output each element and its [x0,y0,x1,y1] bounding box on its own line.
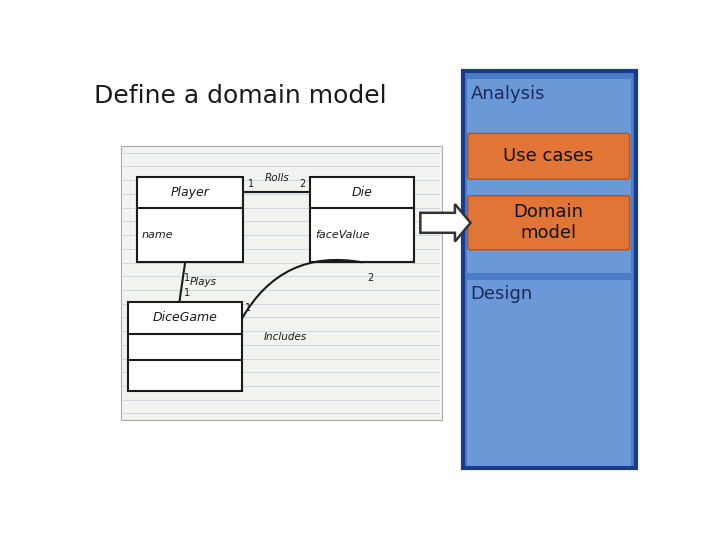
Text: Die: Die [351,186,372,199]
Text: Includes: Includes [264,332,307,342]
Text: 1: 1 [245,303,251,313]
Text: 2: 2 [300,179,306,189]
Bar [138,177,243,262]
Text: 2: 2 [368,273,374,283]
Text: 1: 1 [184,288,190,299]
FancyBboxPatch shape [468,133,629,179]
Text: DiceGame: DiceGame [153,312,217,325]
Text: name: name [142,230,174,240]
Text: Use cases: Use cases [503,147,594,165]
Text: Domain
model: Domain model [513,204,584,242]
Text: Design: Design [471,285,533,303]
Text: Player: Player [171,186,210,199]
Text: Define a domain model: Define a domain model [94,84,387,108]
Bar [128,302,243,391]
Text: 1: 1 [248,179,254,189]
Text: faceValue: faceValue [315,230,369,240]
Bar [463,71,636,468]
Text: Rolls: Rolls [264,173,289,183]
Bar [121,146,441,420]
Bar [467,280,631,466]
Text: 1: 1 [184,273,190,283]
Text: Plays: Plays [189,277,217,287]
Polygon shape [420,204,471,241]
Bar [310,177,413,262]
Text: Analysis: Analysis [471,85,545,103]
FancyBboxPatch shape [468,196,629,250]
Bar [467,79,631,273]
